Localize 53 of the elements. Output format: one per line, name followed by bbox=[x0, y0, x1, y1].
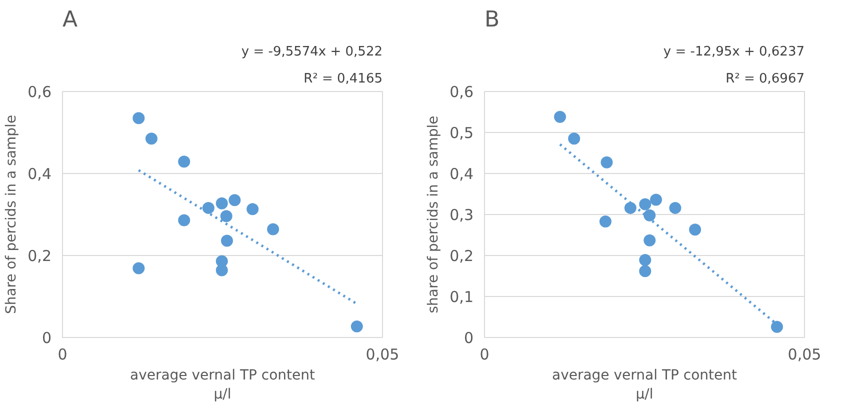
point bbox=[216, 197, 228, 210]
point bbox=[669, 202, 682, 214]
point bbox=[770, 320, 783, 333]
point bbox=[350, 320, 363, 332]
point bbox=[639, 198, 652, 210]
chart-title: A bbox=[62, 8, 78, 32]
x-tick-label: 0 bbox=[480, 346, 490, 364]
x-axis-title: average vernal TP content μ/l bbox=[130, 368, 316, 403]
point bbox=[624, 202, 636, 214]
point bbox=[228, 194, 241, 206]
y-tick-label: 0,3 bbox=[450, 206, 474, 224]
text: y = -12,95x + 0,6237 bbox=[663, 44, 805, 60]
point bbox=[644, 234, 656, 246]
y-tick-label: 0 bbox=[464, 329, 474, 347]
point bbox=[132, 262, 145, 274]
point bbox=[644, 209, 656, 222]
point bbox=[220, 210, 232, 222]
point bbox=[599, 215, 612, 228]
y-tick-label: 0,2 bbox=[450, 247, 474, 265]
y-tick-label: 0,6 bbox=[450, 83, 474, 101]
point bbox=[650, 194, 662, 206]
x-tick-label: 0 bbox=[58, 346, 68, 364]
y-tick-label: 0,6 bbox=[28, 83, 52, 101]
text: y = -9,5574x + 0,522 bbox=[241, 44, 383, 60]
point bbox=[132, 112, 145, 124]
point bbox=[216, 264, 228, 276]
point bbox=[178, 156, 190, 168]
x-tick-label: 0,05 bbox=[366, 346, 400, 364]
point bbox=[600, 156, 613, 168]
point bbox=[178, 214, 190, 226]
y-tick-label: 0,5 bbox=[450, 124, 474, 142]
x-tick-label: 0,05 bbox=[788, 346, 822, 364]
chart-title: B bbox=[484, 8, 500, 32]
y-axis-title: share of percids in a sample bbox=[426, 116, 442, 314]
point bbox=[220, 234, 233, 247]
point bbox=[689, 224, 702, 236]
point bbox=[145, 132, 158, 145]
point bbox=[554, 110, 566, 123]
y-tick-label: 0,2 bbox=[28, 247, 52, 265]
y-tick-label: 0,1 bbox=[450, 288, 474, 306]
point bbox=[639, 265, 652, 278]
point bbox=[568, 132, 580, 145]
y-axis-title: Share of percids in a sample bbox=[4, 114, 20, 314]
point bbox=[246, 203, 259, 216]
text: R² = 0,6967 bbox=[726, 72, 804, 86]
x-axis-title: average vernal TP content μ/l bbox=[552, 368, 738, 403]
point bbox=[202, 202, 214, 214]
text: R² = 0,4165 bbox=[304, 72, 382, 86]
point bbox=[639, 254, 652, 266]
point bbox=[267, 223, 280, 236]
y-tick-label: 0,4 bbox=[450, 165, 474, 183]
y-tick-label: 0,4 bbox=[28, 165, 52, 183]
y-tick-label: 0 bbox=[42, 329, 52, 347]
